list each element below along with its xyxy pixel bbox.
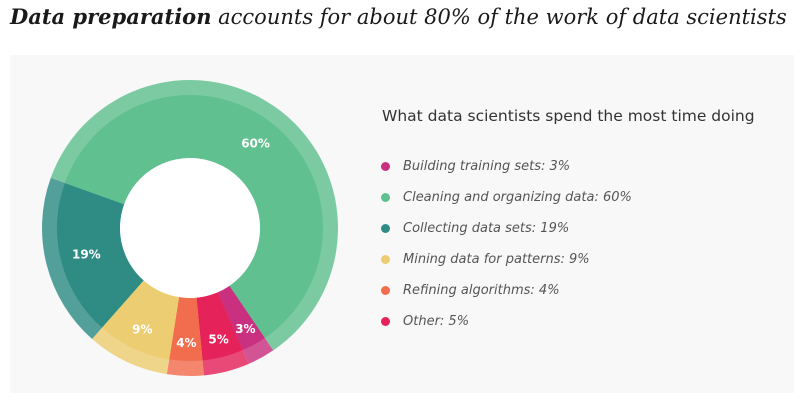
legend-item-refining-algorithms: Refining algorithms: 4% bbox=[381, 275, 632, 306]
legend-item-collecting-data-sets: Collecting data sets: 19% bbox=[381, 213, 632, 244]
legend-swatch-collecting-data-sets bbox=[381, 224, 390, 233]
slice-label-refining-algorithms: 4% bbox=[176, 336, 196, 350]
slice-building-training-sets bbox=[217, 285, 265, 351]
legend-swatch-refining-algorithms bbox=[381, 286, 390, 295]
slice-label-other: 5% bbox=[208, 332, 228, 346]
slice-refining-algorithms bbox=[169, 297, 203, 361]
headline-bold: Data preparation bbox=[10, 4, 212, 29]
legend-item-other: Other: 5% bbox=[381, 306, 632, 337]
legend-item-mining-data-for-patterns: Mining data for patterns: 9% bbox=[381, 244, 632, 275]
legend-swatch-cleaning-and-organizing-data bbox=[381, 193, 390, 202]
legend-label-collecting-data-sets: Collecting data sets: 19% bbox=[403, 221, 570, 236]
chart-title: What data scientists spend the most time… bbox=[382, 107, 755, 125]
legend-label-mining-data-for-patterns: Mining data for patterns: 9% bbox=[403, 252, 590, 267]
legend-swatch-other bbox=[381, 317, 390, 326]
slice-mining-data-for-patterns bbox=[102, 280, 180, 360]
legend-item-cleaning-and-organizing-data: Cleaning and organizing data: 60% bbox=[381, 182, 632, 213]
headline-rest: accounts for about 80% of the work of da… bbox=[211, 5, 787, 29]
slice-other bbox=[196, 292, 243, 361]
slice-label-cleaning-and-organizing-data: 60% bbox=[241, 136, 270, 150]
slice-label-building-training-sets: 3% bbox=[235, 322, 255, 336]
slice-label-mining-data-for-patterns: 9% bbox=[132, 322, 152, 336]
legend-label-building-training-sets: Building training sets: 3% bbox=[403, 159, 571, 174]
slice-cleaning-and-organizing-data bbox=[64, 95, 323, 339]
legend-swatch-building-training-sets bbox=[381, 162, 390, 171]
legend-label-refining-algorithms: Refining algorithms: 4% bbox=[403, 283, 560, 298]
chart-legend: Building training sets: 3% Cleaning and o… bbox=[381, 151, 632, 337]
legend-label-other: Other: 5% bbox=[403, 314, 470, 329]
page-headline: Data preparation accounts for about 80% … bbox=[10, 4, 787, 29]
slice-label-collecting-data-sets: 19% bbox=[72, 248, 101, 262]
slice-collecting-data-sets bbox=[57, 182, 144, 328]
donut-hole bbox=[120, 158, 260, 298]
legend-label-cleaning-and-organizing-data: Cleaning and organizing data: 60% bbox=[403, 190, 632, 205]
legend-swatch-mining-data-for-patterns bbox=[381, 255, 390, 264]
legend-item-building-training-sets: Building training sets: 3% bbox=[381, 151, 632, 182]
